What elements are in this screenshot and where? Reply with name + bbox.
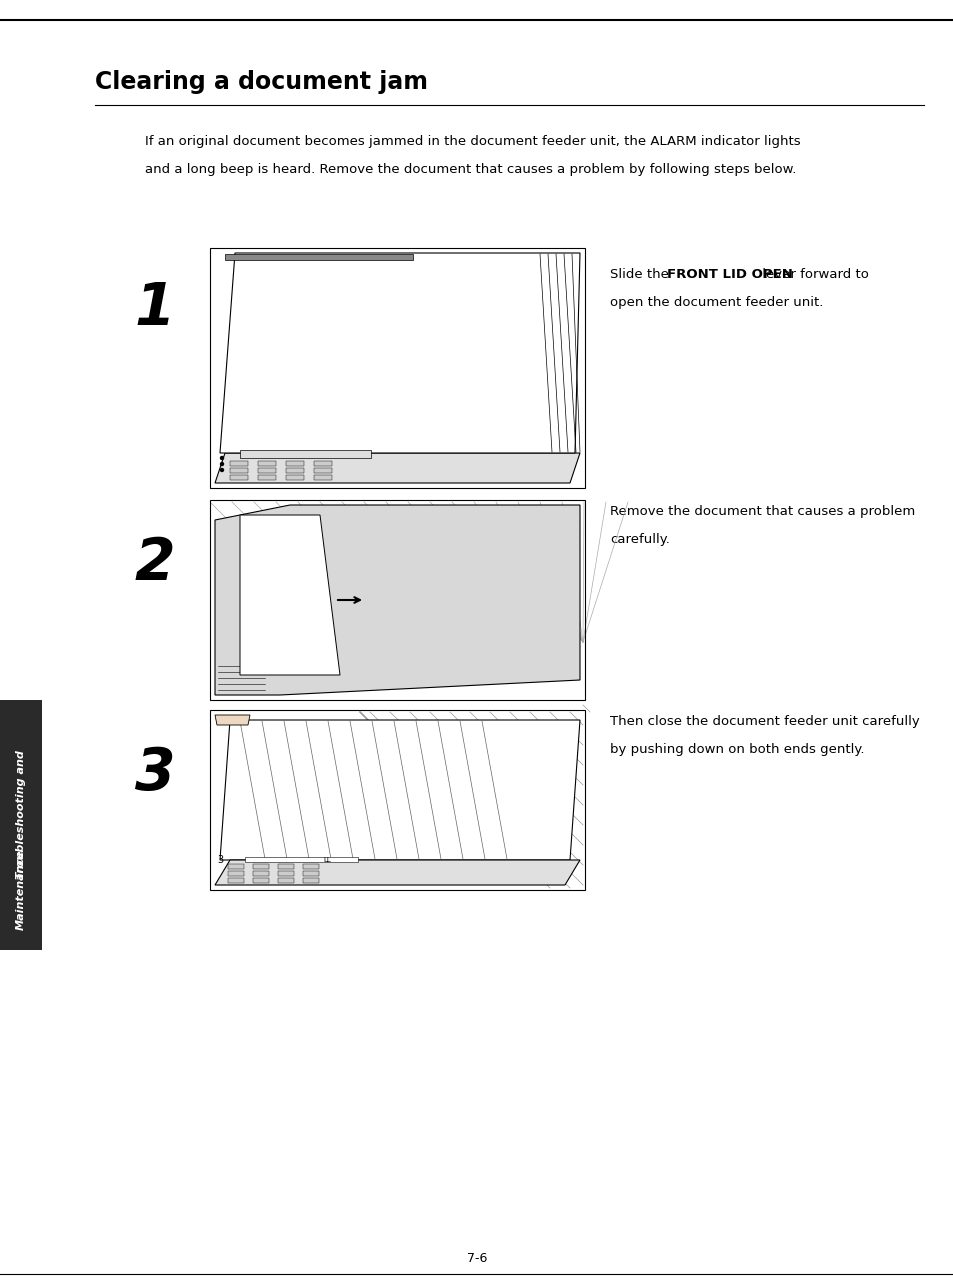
Text: and a long beep is heard. Remove the document that causes a problem by following: and a long beep is heard. Remove the doc… bbox=[145, 163, 796, 176]
Text: LL: LL bbox=[323, 856, 331, 863]
Text: Slide the: Slide the bbox=[609, 268, 673, 281]
Text: lever forward to: lever forward to bbox=[758, 268, 868, 281]
Bar bbox=[257, 467, 275, 473]
Bar bbox=[277, 878, 294, 883]
Bar bbox=[240, 449, 371, 458]
Bar bbox=[0, 700, 42, 950]
Bar bbox=[253, 878, 269, 883]
Bar bbox=[303, 864, 318, 869]
Bar bbox=[230, 475, 248, 480]
Bar bbox=[257, 475, 275, 480]
Text: 3: 3 bbox=[216, 855, 223, 865]
Bar bbox=[225, 254, 412, 259]
Bar bbox=[210, 710, 584, 890]
Bar bbox=[314, 475, 332, 480]
Bar bbox=[253, 864, 269, 869]
Text: open the document feeder unit.: open the document feeder unit. bbox=[609, 297, 822, 309]
Polygon shape bbox=[214, 453, 579, 483]
Bar bbox=[228, 864, 244, 869]
Bar bbox=[245, 856, 357, 862]
Text: 3: 3 bbox=[134, 745, 175, 802]
Bar bbox=[210, 248, 584, 488]
Polygon shape bbox=[240, 515, 339, 675]
Circle shape bbox=[220, 462, 223, 466]
Polygon shape bbox=[214, 505, 579, 695]
Text: by pushing down on both ends gently.: by pushing down on both ends gently. bbox=[609, 743, 863, 756]
Bar bbox=[228, 871, 244, 876]
Circle shape bbox=[220, 457, 223, 460]
Text: FRONT LID OPEN: FRONT LID OPEN bbox=[666, 268, 792, 281]
Bar bbox=[210, 710, 584, 890]
Bar bbox=[286, 467, 304, 473]
Polygon shape bbox=[220, 720, 579, 860]
Bar bbox=[277, 871, 294, 876]
Bar bbox=[228, 878, 244, 883]
Bar bbox=[210, 499, 584, 700]
Text: Then close the document feeder unit carefully: Then close the document feeder unit care… bbox=[609, 715, 919, 728]
Bar bbox=[314, 461, 332, 466]
Bar bbox=[303, 878, 318, 883]
Text: Maintenance: Maintenance bbox=[16, 850, 26, 931]
Text: carefully.: carefully. bbox=[609, 533, 669, 546]
Polygon shape bbox=[220, 253, 579, 453]
Text: Troubleshooting and: Troubleshooting and bbox=[16, 751, 26, 880]
Bar bbox=[210, 248, 584, 488]
Bar bbox=[230, 467, 248, 473]
Text: If an original document becomes jammed in the document feeder unit, the ALARM in: If an original document becomes jammed i… bbox=[145, 135, 800, 148]
Bar bbox=[230, 461, 248, 466]
Bar bbox=[253, 871, 269, 876]
Polygon shape bbox=[214, 860, 579, 885]
Text: 1: 1 bbox=[134, 280, 175, 336]
Bar bbox=[257, 461, 275, 466]
Text: 7-6: 7-6 bbox=[466, 1252, 487, 1266]
Bar bbox=[210, 499, 584, 700]
Bar bbox=[303, 871, 318, 876]
Circle shape bbox=[220, 469, 223, 471]
Polygon shape bbox=[214, 715, 250, 725]
Bar bbox=[277, 864, 294, 869]
Text: Clearing a document jam: Clearing a document jam bbox=[95, 71, 428, 94]
Text: Remove the document that causes a problem: Remove the document that causes a proble… bbox=[609, 505, 914, 517]
Bar bbox=[286, 475, 304, 480]
Bar bbox=[314, 467, 332, 473]
Text: 2: 2 bbox=[134, 535, 175, 592]
Bar bbox=[286, 461, 304, 466]
